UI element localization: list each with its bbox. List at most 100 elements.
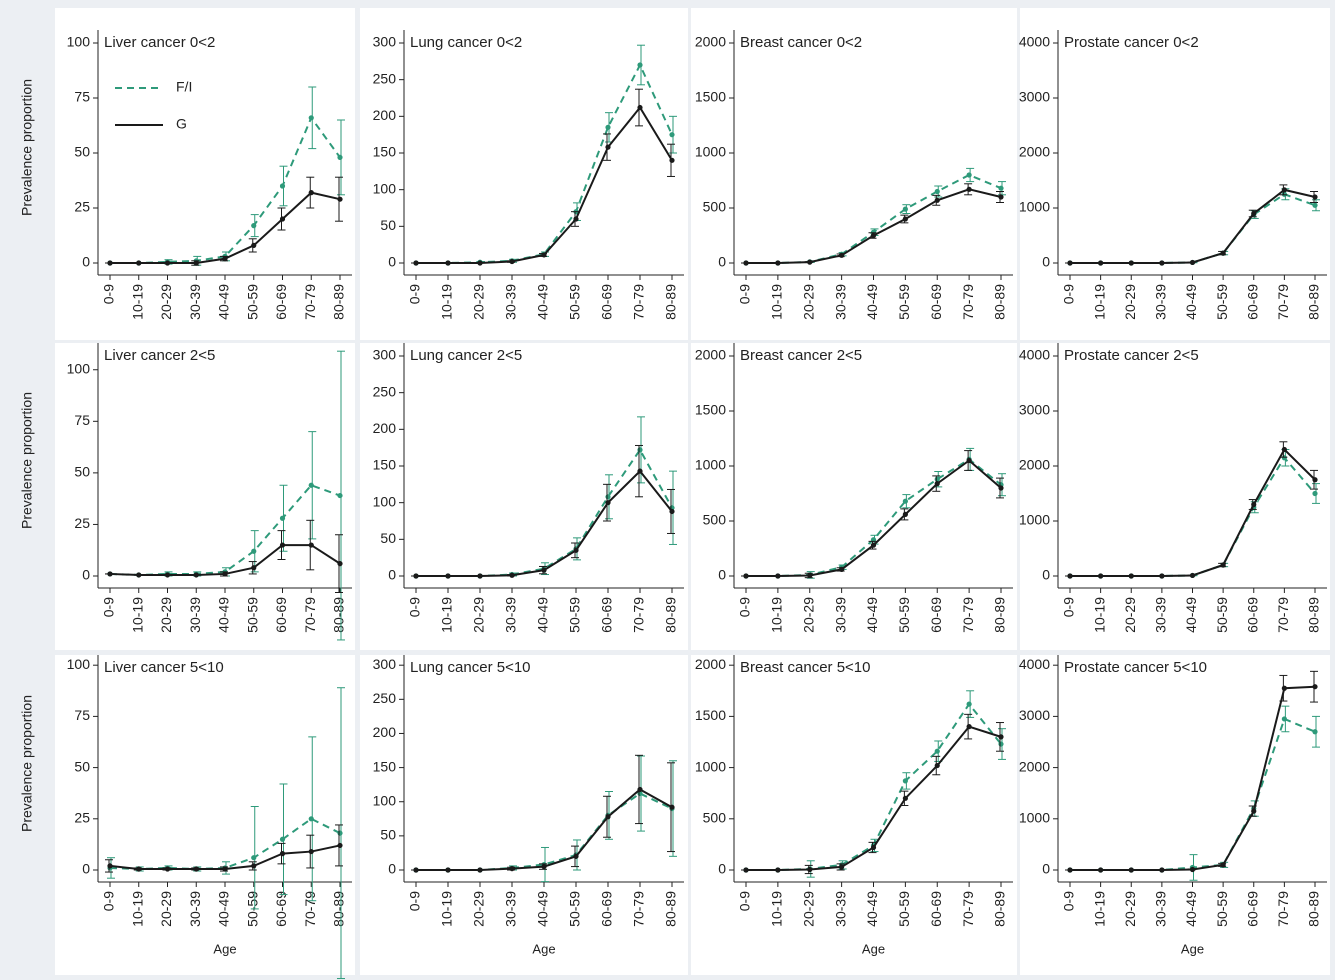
panel-background (360, 655, 688, 975)
x-tick-label: 60-69 (928, 891, 944, 927)
x-tick-label: 0-9 (101, 597, 117, 617)
point (308, 115, 314, 121)
point (1281, 455, 1287, 461)
x-tick-label: 70-79 (960, 891, 976, 927)
x-tick-label: 40-49 (864, 891, 880, 927)
y-tick-label: 50 (74, 144, 90, 160)
point (1098, 260, 1104, 266)
point (998, 485, 1004, 491)
x-tick-label: 10-19 (129, 284, 145, 320)
panel-title: Lung cancer 0<2 (410, 34, 522, 51)
x-tick-label: 40-49 (216, 284, 232, 320)
x-tick-label: 20-29 (158, 597, 174, 633)
point (839, 566, 845, 573)
point (902, 216, 908, 222)
panel-title: Liver cancer 2<5 (104, 347, 215, 364)
y-tick-label: 1000 (1019, 810, 1050, 826)
x-tick-label: 60-69 (1244, 597, 1260, 633)
x-tick-label: 70-79 (302, 284, 318, 320)
point (251, 548, 257, 554)
point (934, 481, 940, 487)
point (605, 500, 611, 506)
x-tick-label: 60-69 (599, 597, 615, 633)
y-tick-label: 250 (373, 690, 397, 706)
x-tick-label: 0-9 (407, 891, 423, 911)
point (308, 848, 314, 855)
y-tick-label: 75 (74, 89, 90, 105)
y-tick-label: 4000 (1019, 656, 1050, 672)
point (413, 573, 419, 579)
y-tick-label: 3000 (1019, 89, 1050, 105)
point (998, 741, 1004, 747)
point (637, 468, 643, 474)
point (998, 185, 1004, 191)
point (934, 762, 940, 769)
x-axis-label: Age (532, 941, 555, 956)
y-tick-label: 3000 (1019, 707, 1050, 723)
point (1281, 685, 1287, 691)
point (573, 853, 579, 859)
x-tick-label: 30-39 (187, 891, 203, 927)
point (107, 863, 113, 869)
x-tick-label: 50-59 (896, 284, 912, 320)
x-tick-label: 20-29 (1122, 284, 1138, 320)
x-tick-label: 70-79 (1275, 284, 1291, 320)
panel-title: Lung cancer 5<10 (410, 659, 531, 676)
x-tick-label: 50-59 (567, 597, 583, 633)
x-tick-label: 0-9 (737, 597, 753, 617)
x-tick-label: 0-9 (101, 284, 117, 304)
y-tick-label: 200 (373, 724, 397, 740)
point (193, 572, 199, 578)
point (775, 260, 781, 266)
panel-title: Lung cancer 2<5 (410, 347, 522, 364)
panel-background (360, 343, 688, 650)
y-tick-label: 0 (718, 861, 726, 877)
x-tick-label: 70-79 (631, 597, 647, 633)
x-tick-label: 20-29 (158, 891, 174, 927)
point (413, 867, 419, 873)
point (308, 816, 314, 822)
x-tick-label: 70-79 (631, 891, 647, 927)
point (541, 567, 547, 573)
y-tick-label: 100 (67, 656, 91, 672)
point (1312, 490, 1318, 497)
x-tick-label: 70-79 (960, 284, 976, 320)
x-tick-label: 50-59 (896, 597, 912, 633)
point (966, 701, 972, 707)
y-tick-label: 1500 (695, 89, 726, 105)
x-tick-label: 20-29 (1122, 891, 1138, 927)
x-tick-label: 30-39 (503, 284, 519, 320)
point (902, 498, 908, 504)
y-tick-label: 50 (380, 827, 396, 843)
point (251, 565, 257, 571)
point (775, 573, 781, 579)
x-tick-label: 50-59 (244, 284, 260, 320)
x-tick-label: 50-59 (1214, 891, 1230, 927)
x-tick-label: 0-9 (407, 597, 423, 617)
point (337, 492, 343, 499)
x-tick-label: 50-59 (244, 597, 260, 633)
point (966, 172, 972, 178)
point (477, 260, 483, 266)
point (308, 542, 314, 548)
x-tick-label: 80-89 (1306, 597, 1322, 633)
point (637, 62, 643, 68)
point (1312, 477, 1318, 483)
x-axis-label: Age (1181, 941, 1204, 956)
y-tick-label: 1000 (695, 457, 726, 473)
x-tick-label: 80-89 (331, 284, 347, 320)
y-tick-label: 500 (703, 810, 727, 826)
x-tick-label: 10-19 (129, 597, 145, 633)
panel-background (360, 8, 688, 340)
point (279, 515, 286, 521)
point (902, 795, 908, 801)
point (222, 866, 228, 872)
point (1128, 867, 1134, 873)
point (1251, 210, 1257, 217)
point (136, 572, 142, 578)
point (1189, 572, 1196, 579)
x-tick-label: 20-29 (800, 284, 816, 320)
x-tick-label: 50-59 (896, 891, 912, 927)
point (308, 190, 314, 196)
point (193, 260, 199, 266)
